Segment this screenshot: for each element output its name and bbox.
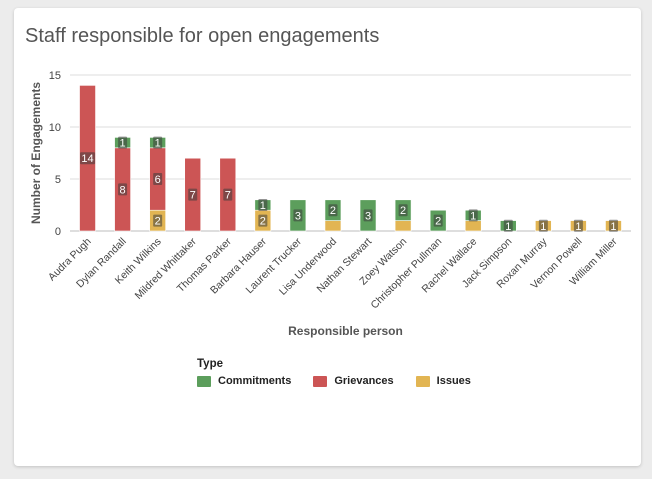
data-label: 1 xyxy=(505,221,511,233)
data-label: 3 xyxy=(295,210,301,222)
bar-segment-issues xyxy=(394,220,412,232)
data-label: 2 xyxy=(260,216,266,228)
data-label-bg xyxy=(328,204,338,217)
chart-title: Staff responsible for open engagements xyxy=(25,25,380,47)
y-tick-label: 0 xyxy=(55,226,61,238)
legend-swatch-commitments xyxy=(197,375,211,387)
legend-item-commitments[interactable]: Commitments xyxy=(197,375,291,387)
legend-label-issues: Issues xyxy=(436,375,471,387)
data-label: 7 xyxy=(225,190,231,202)
data-label: 1 xyxy=(155,138,161,150)
data-label: 1 xyxy=(575,221,581,233)
data-label-bg xyxy=(258,199,268,211)
data-label-bg xyxy=(608,219,618,232)
data-label-bg xyxy=(153,173,163,185)
data-label-bg xyxy=(223,188,233,201)
legend: Type Commitments Grievances Issues xyxy=(197,358,493,387)
data-label-bg xyxy=(293,209,303,222)
data-label-bg xyxy=(118,136,128,149)
data-label-bg xyxy=(118,183,128,196)
data-label: 6 xyxy=(155,174,161,186)
data-label-bg xyxy=(433,214,443,227)
chart-card: Staff responsible for open engagements 0… xyxy=(14,8,641,466)
legend-item-grievances[interactable]: Grievances xyxy=(313,375,394,387)
bar-segment-issues xyxy=(324,220,342,232)
y-axis-title: Number of Engagements xyxy=(29,82,43,224)
data-label-bg xyxy=(468,209,478,222)
data-label: 3 xyxy=(365,210,371,222)
x-axis-title: Responsible person xyxy=(288,324,403,338)
legend-title: Type xyxy=(197,358,223,370)
legend-item-issues[interactable]: Issues xyxy=(415,375,471,387)
data-label: 2 xyxy=(330,205,336,217)
data-label: 2 xyxy=(400,205,406,217)
legend-swatch-grievances xyxy=(313,375,328,387)
data-label-bg xyxy=(363,209,373,222)
data-label-bg xyxy=(573,219,583,232)
data-label: 2 xyxy=(155,216,161,228)
data-label: 14 xyxy=(81,153,93,165)
y-tick-label: 5 xyxy=(55,174,61,186)
data-label-bg xyxy=(80,152,96,165)
x-tick-label: Mildred Whittaker xyxy=(133,235,200,302)
legend-label-grievances: Grievances xyxy=(334,375,394,387)
data-label: 1 xyxy=(120,138,126,150)
data-label-bg xyxy=(153,214,163,227)
data-label: 1 xyxy=(470,210,476,222)
data-label-bg xyxy=(258,214,268,227)
legend-label-commitments: Commitments xyxy=(218,375,292,387)
data-label-bg xyxy=(398,204,408,217)
data-label: 1 xyxy=(610,221,616,233)
legend-swatch-issues xyxy=(415,375,430,387)
data-label-bg xyxy=(153,136,163,149)
data-label: 1 xyxy=(260,200,266,212)
data-label: 1 xyxy=(540,221,546,233)
data-label-bg xyxy=(503,219,513,232)
legend-items: Commitments Grievances Issues xyxy=(197,375,493,387)
data-label: 2 xyxy=(435,216,441,228)
data-label-bg xyxy=(538,219,548,232)
data-label-bg xyxy=(188,188,198,201)
data-label: 7 xyxy=(190,190,196,202)
y-tick-label: 10 xyxy=(49,122,61,134)
data-label: 8 xyxy=(120,184,126,196)
y-tick-label: 15 xyxy=(49,70,61,82)
